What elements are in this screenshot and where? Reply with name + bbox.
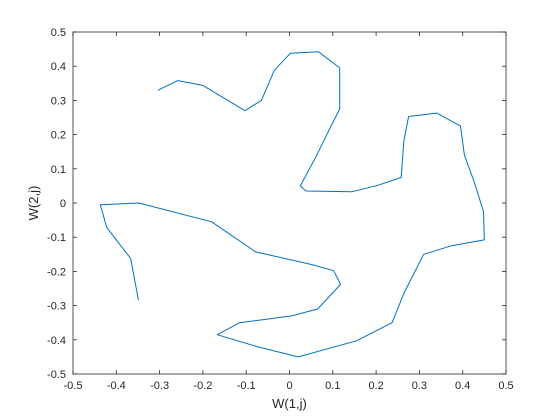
y-axis-label: W(2,j) bbox=[26, 186, 41, 221]
x-tick-label: 0.5 bbox=[498, 380, 513, 392]
x-tick-label: 0.4 bbox=[455, 380, 470, 392]
x-tick-label: -0.2 bbox=[193, 380, 212, 392]
x-tick-label: -0.5 bbox=[64, 380, 83, 392]
y-tick-label: 0.1 bbox=[51, 164, 66, 176]
y-tick-label: 0.2 bbox=[51, 130, 66, 142]
y-axis-ticks: -0.5 -0.4 -0.3 -0.2 -0.1 0 0.1 0.2 0.3 0.4 0.5 bbox=[47, 27, 506, 381]
x-tick-label: -0.1 bbox=[237, 380, 256, 392]
y-tick-label: -0.1 bbox=[47, 232, 66, 244]
x-tick-label: 0.3 bbox=[412, 380, 427, 392]
series-line bbox=[99, 51, 485, 358]
y-tick-label: 0.4 bbox=[51, 61, 66, 73]
x-tick-label: 0.2 bbox=[368, 380, 383, 392]
series-layer bbox=[99, 51, 485, 358]
y-tick-label: -0.2 bbox=[47, 266, 66, 278]
y-tick-label: 0.3 bbox=[51, 95, 66, 107]
y-tick-label: 0 bbox=[60, 198, 66, 210]
y-tick-label: -0.5 bbox=[47, 369, 66, 381]
y-tick-label: -0.3 bbox=[47, 301, 66, 313]
x-tick-label: 0.1 bbox=[325, 380, 340, 392]
x-tick-label: -0.4 bbox=[107, 380, 126, 392]
y-tick-label: 0.5 bbox=[51, 27, 66, 39]
x-tick-label: -0.3 bbox=[150, 380, 169, 392]
y-tick-label: -0.4 bbox=[47, 335, 66, 347]
x-axis-label: W(1,j) bbox=[272, 396, 307, 411]
x-axis-ticks: -0.5 -0.4 -0.3 -0.2 -0.1 0 0.1 0.2 0.3 0.4 0.5 bbox=[64, 32, 514, 392]
x-tick-label: 0 bbox=[286, 380, 292, 392]
